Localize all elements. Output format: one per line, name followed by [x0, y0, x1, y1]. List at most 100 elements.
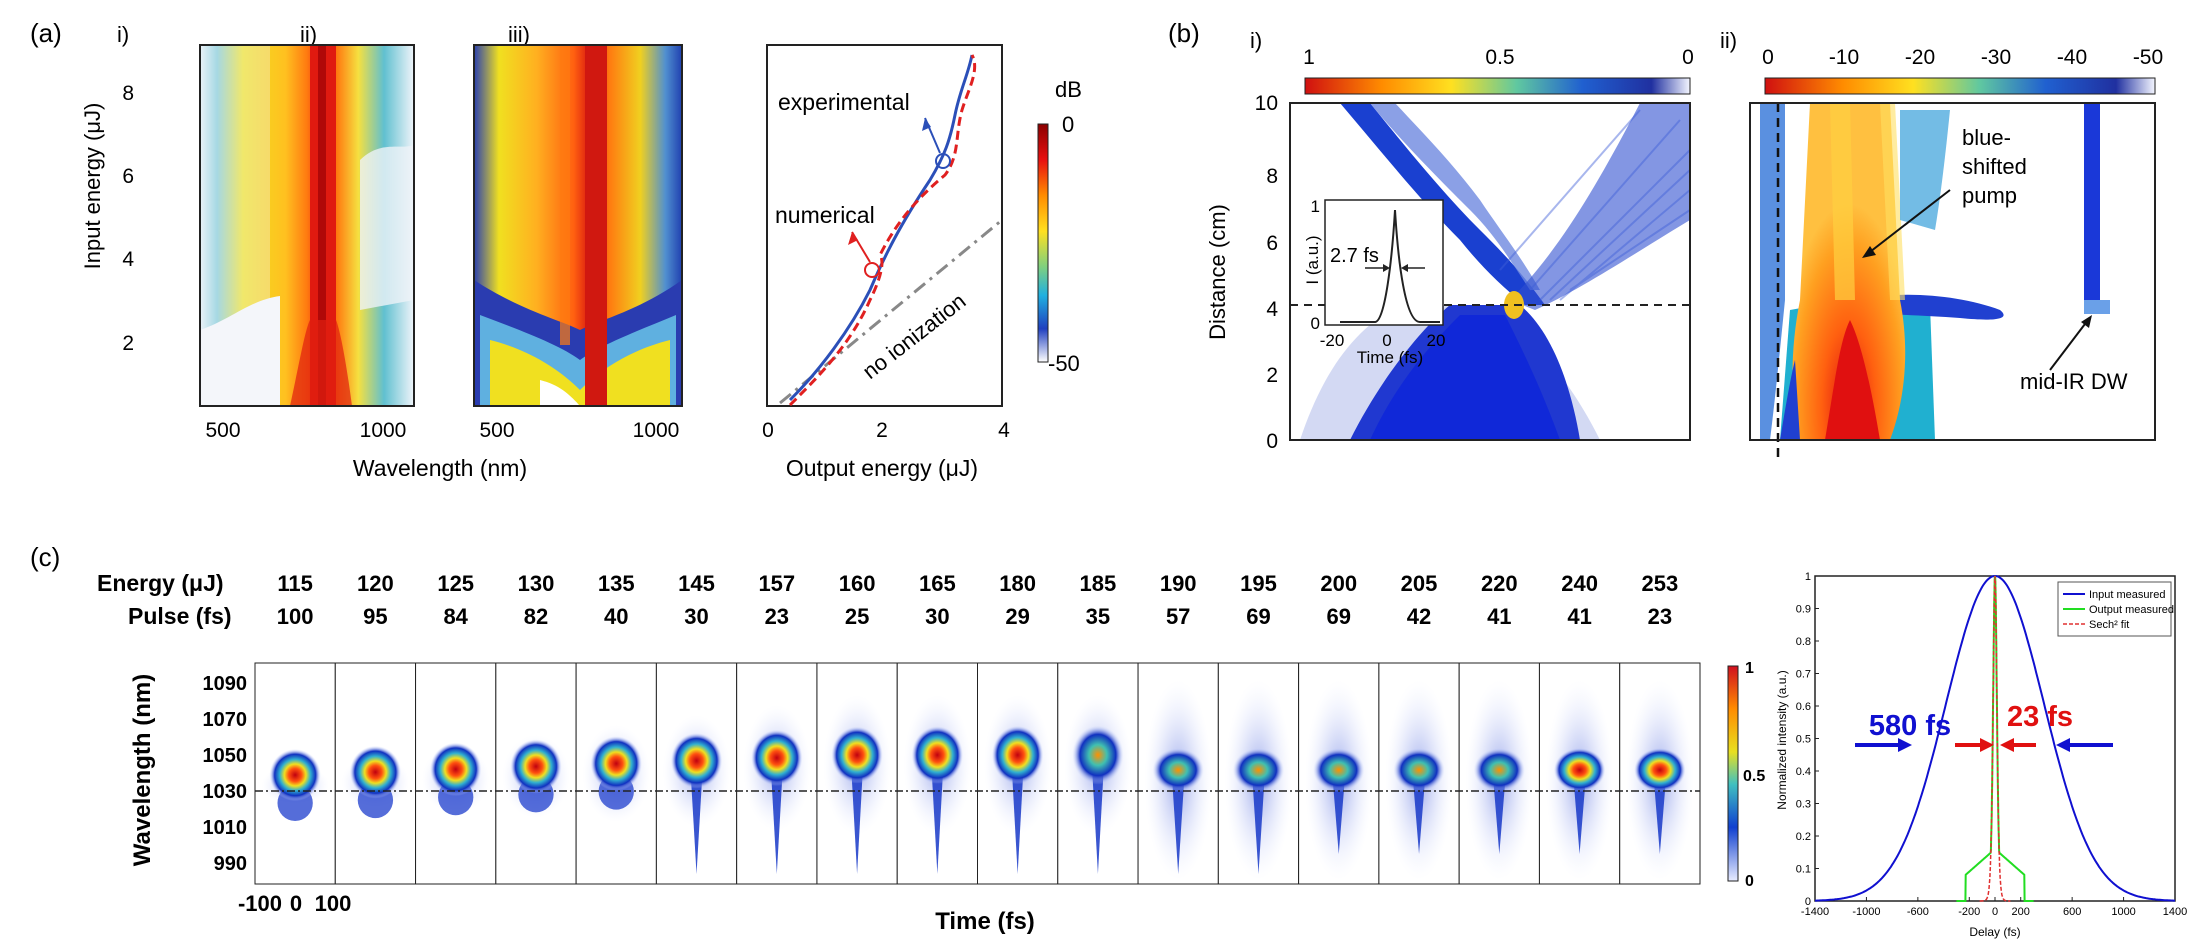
pulse-row-label: Pulse (fs) [128, 603, 232, 629]
chart-xticks: -1400 -1000 -600 -200 0 200 600 1000 1400 [1801, 897, 2187, 918]
pulse-value-8: 30 [925, 604, 949, 629]
panel-c-xlabel: Time (fs) [935, 908, 1035, 935]
b-i-cbar-05: 0.5 [1485, 46, 1514, 69]
chart-xtick-6: 600 [2063, 906, 2081, 918]
panel-b: (b) i) ii) 1 0.5 0 0 -10 -20 -30 -40 -50… [1168, 18, 2163, 460]
experimental-annotation: experimental [778, 89, 910, 115]
inset-xtick-20: 20 [1427, 331, 1446, 350]
panel-a: (a) i) ii) iii) Input energy (μJ) 2 4 6 … [30, 18, 1082, 481]
a-cbar-title: dB [1055, 77, 1082, 102]
b-ytick-4: 4 [1266, 298, 1278, 321]
pump-annotation-2: shifted [1962, 154, 2027, 179]
c-ytick-1070: 1070 [203, 709, 248, 731]
b-ii-cbar-20: -20 [1905, 46, 1935, 69]
pulse-value-4: 40 [604, 604, 628, 629]
panel-a-sub-i: i) [117, 22, 129, 47]
frog-trace-12 [1217, 662, 1300, 885]
inset-ytick-1: 1 [1311, 197, 1320, 216]
b-ii-cbar-50: -50 [2133, 46, 2163, 69]
pulse-value-12: 69 [1246, 604, 1270, 629]
c-xtick-100: 100 [315, 891, 352, 916]
a-i-xtick-500: 500 [205, 419, 240, 442]
frog-trace-13 [1298, 662, 1380, 885]
panel-b-i-map [1289, 102, 1691, 441]
panel-a-colorbar: dB 0 -50 [1037, 77, 1082, 376]
series-fit-line [1979, 575, 2011, 902]
frog-trace-5 [655, 662, 738, 885]
pulse-value-3: 82 [524, 604, 548, 629]
energy-value-3: 130 [518, 571, 555, 596]
panel-b-yticks: 0 2 4 6 8 10 [1255, 92, 1279, 453]
energy-value-17: 253 [1642, 571, 1679, 596]
c-ytick-990: 990 [214, 853, 247, 875]
panel-a-sub-iii: iii) [508, 22, 530, 47]
inset-xtick-0: 0 [1382, 331, 1391, 350]
b-i-cbar-1: 1 [1303, 46, 1315, 69]
energy-value-15: 220 [1481, 571, 1518, 596]
frog-trace-7 [816, 662, 898, 885]
chart-ytick-2: 0.2 [1796, 831, 1811, 843]
energy-value-8: 165 [919, 571, 956, 596]
dw-annotation: mid-IR DW [2020, 369, 2128, 394]
frog-trace-9 [977, 662, 1059, 885]
width-arrows [1855, 738, 2113, 752]
b-ii-cbar-30: -30 [1981, 46, 2011, 69]
pulse-value-10: 35 [1086, 604, 1110, 629]
frog-trace-6 [736, 662, 818, 885]
frog-trace-11 [1137, 662, 1219, 885]
chart-ylabel: Normalized intensity (a.u.) [1775, 670, 1789, 809]
pulse-value-17: 23 [1648, 604, 1672, 629]
energy-value-14: 205 [1401, 571, 1438, 596]
chart-ytick-7: 0.7 [1796, 669, 1811, 681]
a-i-xtick-1000: 1000 [360, 419, 407, 442]
energy-value-10: 185 [1080, 571, 1117, 596]
legend-input: Input measured [2089, 589, 2165, 601]
frog-trace-8 [896, 662, 979, 885]
chart-xtick-8: 1400 [2163, 906, 2187, 918]
a-ytick-2: 2 [122, 332, 134, 355]
chart-ytick-8: 0.8 [1796, 636, 1811, 648]
chart-xtick-1: -1000 [1852, 906, 1880, 918]
legend-output: Output measured [2089, 604, 2174, 616]
b-ii-cbar-10: -10 [1829, 46, 1859, 69]
b-ytick-6: 6 [1266, 232, 1278, 255]
c-cbar-05: 0.5 [1743, 768, 1765, 785]
autocorrelation-chart: -1400 -1000 -600 -200 0 200 600 1000 1400 0 0.1 0.… [1775, 571, 2187, 939]
chart-xlabel: Delay (fs) [1969, 925, 2020, 939]
a-cbar-top: 0 [1062, 112, 1074, 137]
pulse-value-9: 29 [1005, 604, 1029, 629]
frog-trace-0 [254, 662, 336, 885]
inset-fwhm: 2.7 fs [1330, 245, 1379, 267]
panel-b-ii-map: blue- shifted pump mid-IR DW [1749, 102, 2156, 460]
energy-value-7: 160 [839, 571, 876, 596]
energy-value-13: 200 [1320, 571, 1357, 596]
pulse-values: 100 95 84 82 40 30 23 25 30 29 35 57 69 69 42 41 41 23 [277, 604, 1672, 629]
frog-trace-4 [575, 662, 657, 885]
b-ytick-10: 10 [1255, 92, 1278, 115]
energy-value-5: 145 [678, 571, 715, 596]
frog-trace-1 [334, 662, 417, 885]
panel-c-xticks: -100 0 100 [238, 891, 351, 916]
chart-ytick-9: 0.9 [1796, 604, 1811, 616]
panel-a-xticks: 500 1000 500 1000 0 2 4 [205, 419, 1010, 442]
panel-b-label: (b) [1168, 18, 1200, 48]
pulse-value-16: 41 [1567, 604, 1591, 629]
pulse-value-5: 30 [684, 604, 708, 629]
pulse-value-2: 84 [443, 604, 468, 629]
energy-value-11: 190 [1160, 571, 1197, 596]
frog-trace-3 [495, 662, 577, 885]
chart-xtick-3: -200 [1958, 906, 1980, 918]
chart-ytick-4: 0.4 [1796, 766, 1811, 778]
panel-b-ii-colorbar: 0 -10 -20 -30 -40 -50 [1762, 46, 2163, 95]
a-iii-xtick-2: 2 [876, 419, 888, 442]
energy-value-6: 157 [758, 571, 795, 596]
c-ytick-1050: 1050 [203, 745, 248, 767]
inset-xtick-m20: -20 [1320, 331, 1345, 350]
a-iii-xtick-4: 4 [998, 419, 1010, 442]
pulse-value-0: 100 [277, 604, 314, 629]
panel-c-ylabel: Wavelength (nm) [129, 674, 156, 866]
energy-value-2: 125 [437, 571, 474, 596]
output-width-annotation: 23 fs [2007, 701, 2073, 733]
panel-a-label: (a) [30, 18, 62, 48]
numerical-annotation: numerical [775, 202, 875, 228]
